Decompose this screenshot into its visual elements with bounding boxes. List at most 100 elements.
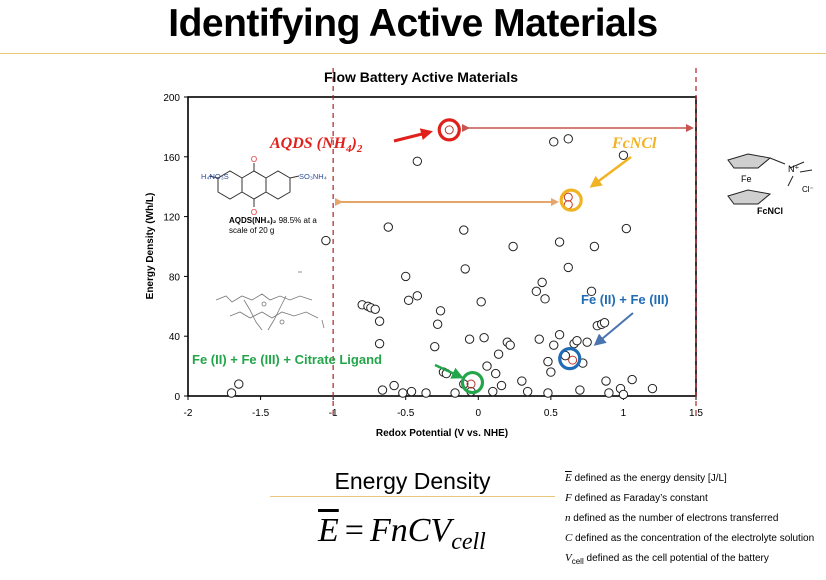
- y-axis-label: Energy Density (Wh/L): [145, 193, 156, 300]
- slide-title: Identifying Active Materials: [168, 2, 658, 45]
- fcncl-chloride-label: Cl⁻: [802, 185, 814, 194]
- equation-divider: [270, 496, 555, 497]
- data-point: [647, 383, 658, 394]
- iron-label: Fe (II) + Fe (III): [581, 292, 669, 307]
- x-tick-label: -2: [184, 408, 193, 419]
- definition-electron-count: n defined as the number of electrons tra…: [565, 512, 823, 525]
- data-point: [554, 237, 565, 247]
- y-tick-label: 160: [163, 153, 180, 164]
- data-point: [491, 368, 501, 379]
- data-point: [534, 334, 544, 344]
- data-point: [621, 223, 632, 234]
- variable-definitions: E defined as the energy density [J/L] F …: [565, 472, 823, 575]
- data-point: [554, 330, 565, 340]
- fcncl-label: FcNCl: [611, 135, 657, 152]
- data-point: [450, 388, 460, 398]
- y-axis: 0 40 80 120 160 200: [163, 93, 188, 403]
- equation-lhs: E: [318, 512, 339, 549]
- data-point: [389, 380, 399, 391]
- y-tick-label: 40: [169, 332, 181, 343]
- citrate-pointer-arrow: [434, 363, 464, 379]
- aqds-caption: AQDS(NH₄)₂ 98.5% at a: [229, 216, 317, 225]
- highlighted-data-point: [466, 379, 476, 389]
- data-point: [572, 335, 582, 346]
- definition-symbol: C: [565, 532, 573, 544]
- definition-symbol: E: [565, 472, 572, 484]
- definition-text: defined as the cell potential of the bat…: [583, 553, 769, 564]
- data-point: [586, 286, 597, 297]
- data-point: [543, 356, 553, 367]
- aqds-structure-image: [208, 163, 300, 207]
- y-tick-label: 80: [169, 272, 181, 283]
- data-points: [226, 134, 658, 400]
- data-point: [412, 291, 423, 301]
- definition-faraday-constant: F defined as Faraday’s constant: [565, 492, 823, 505]
- data-point: [563, 134, 573, 144]
- data-point: [582, 337, 592, 347]
- data-point: [589, 241, 600, 252]
- data-point: [401, 271, 411, 282]
- aqds-oxygen-top: O: [251, 155, 257, 164]
- data-point: [476, 297, 486, 307]
- data-point: [493, 349, 504, 359]
- definition-symbol: V: [565, 552, 572, 564]
- data-point: [383, 222, 393, 232]
- highlighted-data-point: [563, 192, 573, 202]
- highlight-ring: [558, 347, 582, 371]
- data-point: [549, 340, 559, 350]
- data-point: [435, 306, 446, 316]
- data-point: [575, 385, 585, 395]
- definition-text: defined as the energy density [J/L]: [571, 473, 727, 484]
- definition-text: defined as the concentration of the elec…: [572, 533, 815, 544]
- y-tick-label: 0: [174, 392, 180, 403]
- data-point: [522, 386, 533, 397]
- fcncl-structure-name: FcNCl: [757, 206, 783, 216]
- data-point: [421, 388, 431, 398]
- plot-area: [187, 96, 697, 397]
- equation-heading: Energy Density: [334, 468, 491, 494]
- highlight-ring: [460, 370, 485, 395]
- iron-pointer-arrow: [593, 312, 634, 346]
- data-point: [432, 319, 443, 329]
- x-axis: -2-1.5-1-0.500.511.5: [184, 396, 703, 419]
- data-point: [531, 286, 542, 297]
- aqds-caption-bold: AQDS(NH₄)₂: [229, 216, 277, 225]
- definition-cell-potential: Vcell defined as the cell potential of t…: [565, 552, 823, 568]
- definition-symbol-subscript: cell: [571, 557, 584, 566]
- data-point: [464, 334, 475, 344]
- x-tick-label: 1: [621, 408, 627, 419]
- data-point: [618, 150, 629, 161]
- guide-lines: [332, 68, 697, 418]
- highlighted-data-point: [444, 125, 454, 135]
- data-point: [601, 376, 611, 386]
- fcncl-nitrogen-label: N⁺: [788, 164, 799, 174]
- definition-concentration: C defined as the concentration of the el…: [565, 532, 823, 545]
- definition-symbol: n: [565, 512, 571, 524]
- definition-energy-density: E defined as the energy density [J/L]: [565, 472, 823, 485]
- x-tick-label: 0: [476, 408, 482, 419]
- chart-title: Flow Battery Active Materials: [324, 69, 518, 85]
- data-point: [370, 304, 380, 314]
- title-divider: [0, 53, 826, 54]
- data-point: [482, 361, 492, 371]
- data-point: [412, 156, 423, 166]
- fcncl-pointer-arrow: [589, 155, 632, 188]
- x-axis-label: Redox Potential (V vs. NHE): [376, 428, 508, 439]
- data-point: [563, 262, 573, 273]
- data-point: [488, 386, 498, 397]
- data-point: [403, 295, 414, 306]
- scatter-chart: Flow Battery Active Materials 0 40 80 120 16…: [145, 68, 814, 439]
- data-point: [430, 341, 440, 352]
- definition-symbol: F: [565, 492, 572, 504]
- data-point: [546, 367, 556, 377]
- definition-text: defined as the number of electrons trans…: [570, 513, 779, 524]
- energy-density-equation: E = FnCVcell: [318, 512, 486, 556]
- data-point: [459, 225, 469, 235]
- data-point: [377, 385, 388, 395]
- data-point: [508, 241, 518, 252]
- data-point: [505, 340, 515, 350]
- data-point: [543, 388, 553, 398]
- data-point: [321, 235, 331, 246]
- y-tick-label: 120: [163, 213, 180, 224]
- data-point: [627, 374, 637, 385]
